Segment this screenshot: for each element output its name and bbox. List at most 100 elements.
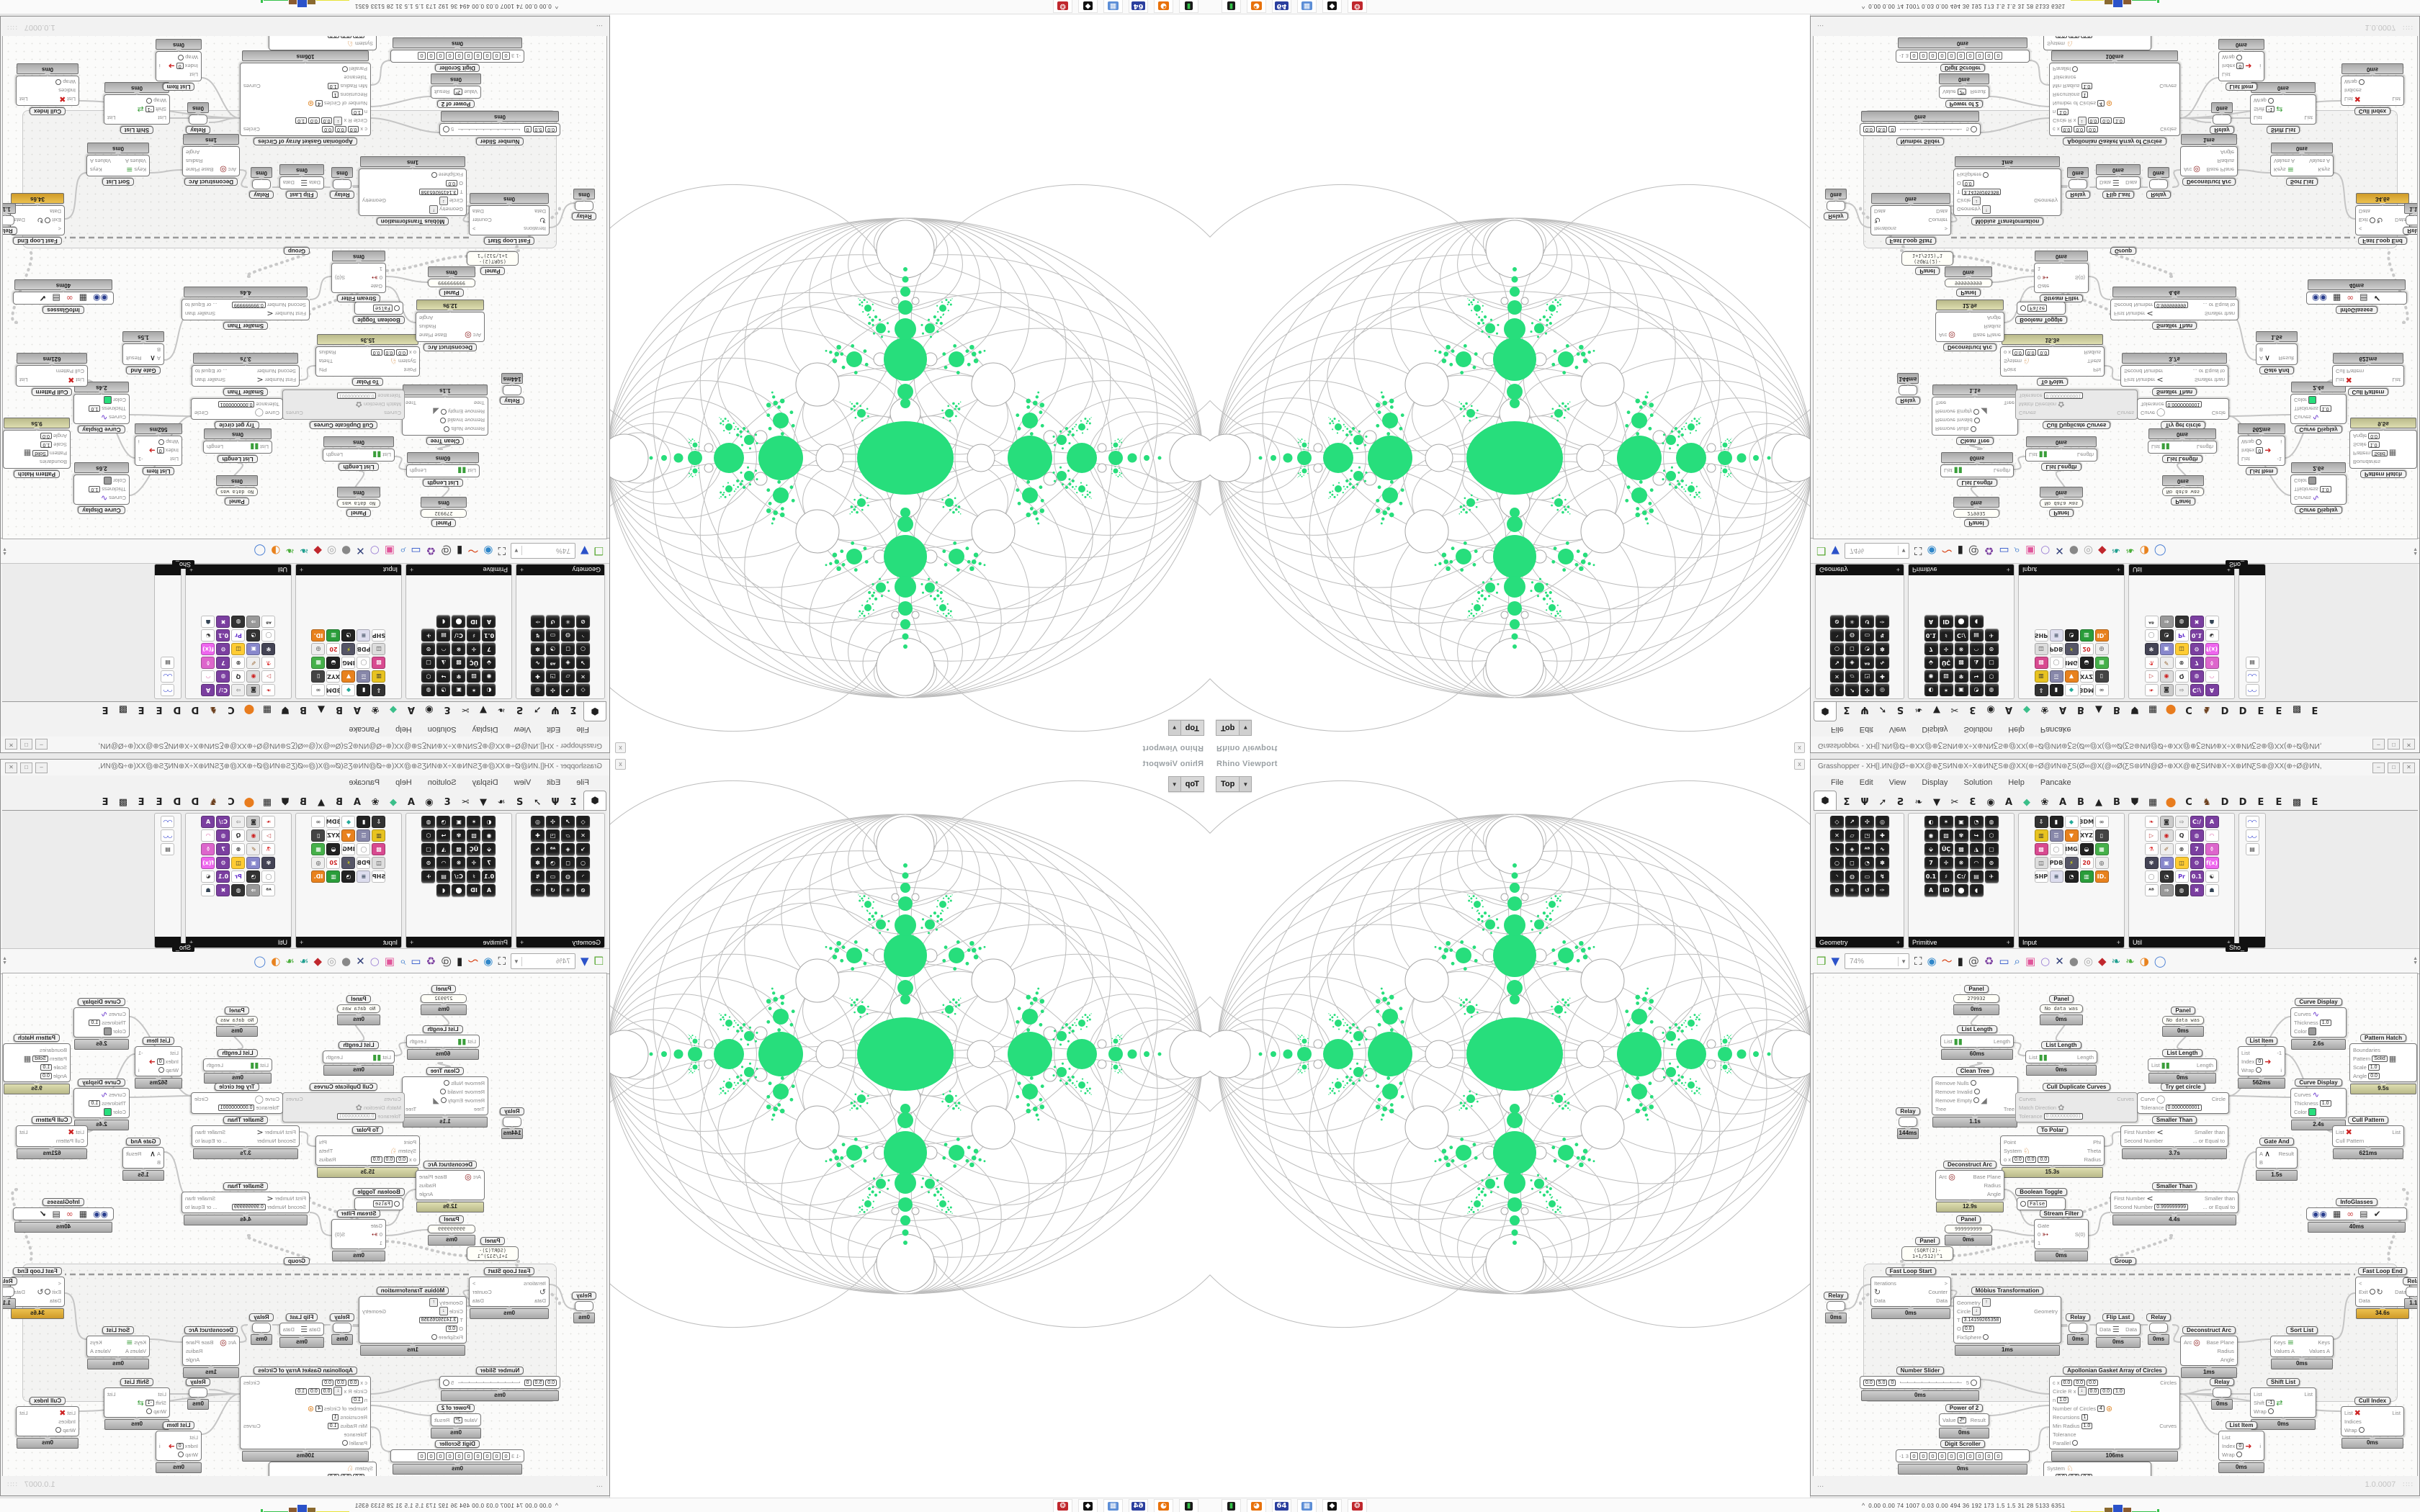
digit-cell[interactable]: 0: [455, 52, 464, 60]
category-tab-24[interactable]: E: [2257, 704, 2264, 716]
gh-node-pattern-hatch[interactable]: Pattern Hatch Boundaries Pattern Solid ▦ Scal…: [3, 418, 71, 478]
value-box[interactable]: 1.0: [89, 405, 101, 413]
palette-icon[interactable]: ◍: [2190, 829, 2204, 842]
gh-node-digit-scroller[interactable]: Digit Scroller -1 3 0 0 0 0 0 0 0 0 0 0 0ms: [390, 37, 524, 72]
value-box[interactable]: 0.0: [2061, 1379, 2073, 1386]
gh-node-node[interactable]: System♘o x0.00.00.0Theta0.0: [2043, 1462, 2151, 1476]
slider-value-box[interactable]: 0: [1888, 126, 1896, 133]
port-graft-icon[interactable]: ↑: [429, 1298, 439, 1307]
palette-icon[interactable]: 0.1: [2190, 870, 2204, 883]
palette-icon[interactable]: ▮: [357, 684, 371, 696]
palette-icon[interactable]: ✾: [261, 857, 276, 869]
palette-icon[interactable]: ▤: [1969, 629, 1984, 642]
menu-item-pancake[interactable]: Pancake: [349, 778, 380, 787]
palette-icon[interactable]: ◉: [246, 829, 261, 842]
palette-icon[interactable]: ◻: [1845, 857, 1859, 869]
gh-node-cull-pattern[interactable]: Cull Pattern List ✖ List Cull Pattern 621ms: [2332, 1116, 2404, 1159]
palette-icon[interactable]: ▦: [311, 657, 326, 669]
palette-icon[interactable]: ◔: [546, 857, 560, 869]
palette-icon[interactable]: f(x): [2205, 857, 2219, 869]
category-tab-16[interactable]: B: [300, 704, 307, 716]
gh-node-to-polar[interactable]: To Polar Point Phi System ♘ Theta o x 0.0 0.0 0.0…: [2000, 334, 2105, 386]
palette-icon[interactable]: ☲: [2049, 670, 2063, 683]
toolbar-icon-10[interactable]: ✕: [356, 954, 365, 968]
category-tab-5[interactable]: ❧: [1914, 796, 1923, 808]
slider-knob[interactable]: [443, 1379, 449, 1386]
palette-icon[interactable]: ✛: [1939, 857, 1953, 869]
palette-icon[interactable]: ⚗: [261, 657, 276, 669]
palette-icon[interactable]: ▤: [2245, 657, 2259, 669]
gh-node-smaller-than[interactable]: Smaller Than First Number < Smaller than Sec…: [182, 1182, 310, 1225]
gh-node-node[interactable]: System♘o x0.00.00.0Theta0.0: [269, 35, 377, 50]
slider-knob[interactable]: [443, 126, 449, 133]
taskbar-app-icon-0[interactable]: ▮: [1222, 1499, 1241, 1512]
chevron-down-icon[interactable]: ▼: [511, 546, 522, 556]
palette-icon[interactable]: A: [2205, 684, 2219, 696]
gh-node-node[interactable]: System♘o x0.00.00.0Theta0.0: [269, 1462, 377, 1477]
palette-icon[interactable]: ⚱: [201, 843, 215, 855]
toolbar-icon-1[interactable]: ◉: [1927, 544, 1937, 558]
gh-node-stream-filter[interactable]: Stream Filter Gate 0 ➳ S(0) 1 0ms: [331, 1210, 386, 1261]
toolbar-icon-1[interactable]: ◉: [483, 544, 493, 558]
palette-icon[interactable]: ✚: [1876, 670, 1889, 683]
palette-icon[interactable]: ⊗: [2174, 657, 2189, 669]
palette-icon[interactable]: ↪: [1969, 829, 1984, 842]
value-box[interactable]: 0.0: [370, 1156, 382, 1163]
palette-icon[interactable]: ✐: [246, 657, 261, 669]
palette-icon[interactable]: ◔: [246, 870, 261, 883]
palette-icon[interactable]: ⊘: [1830, 884, 1844, 896]
grasshopper-titlebar[interactable]: Grasshopper - XH[|.ИN@Ø÷⊕XX@⊕ƸSИN⊕X÷X⊕ИN…: [1811, 760, 2419, 776]
palette-icon[interactable]: ✛: [1939, 643, 1953, 655]
palette-icon[interactable]: ∿: [531, 657, 544, 669]
palette-icon[interactable]: ▤: [2245, 843, 2259, 855]
palette-expand-icon[interactable]: +: [2006, 938, 2010, 946]
palette-icon[interactable]: ✐: [246, 843, 261, 855]
palette-icon[interactable]: 0.1: [482, 870, 496, 883]
value-box[interactable]: 0.00000000001: [336, 1112, 377, 1120]
category-tab-3[interactable]: ➚: [533, 796, 542, 808]
palette-icon[interactable]: ✚: [531, 829, 544, 842]
digit-cell[interactable]: 0: [418, 52, 426, 60]
grasshopper-node-canvas[interactable]: Group Panel 279932 0ms List Length List ▮▮ Leng…: [2, 973, 607, 1477]
gh-node-sort-list[interactable]: Sort List Keys ≡ Keys Values A Values A 0ms: [86, 143, 150, 186]
palette-icon[interactable]: ◫: [231, 857, 246, 869]
value-box[interactable]: 0.0: [2087, 1379, 2098, 1386]
gh-node-panel[interactable]: Panel 279932 0ms: [1953, 497, 1999, 527]
toolbar-icon-14[interactable]: ❧: [2111, 954, 2121, 968]
value-box[interactable]: 0.0: [2100, 1387, 2112, 1395]
palette-icon[interactable]: ⬡: [421, 670, 436, 683]
palette-icon[interactable]: ◝: [576, 870, 590, 883]
palette-icon[interactable]: ◫: [2034, 857, 2048, 869]
panel-value[interactable]: No data was: [2162, 487, 2204, 496]
palette-icon[interactable]: ⇒: [2159, 616, 2174, 628]
gh-node-smaller-than[interactable]: Smaller Than First Number < Smaller than Sec…: [2120, 1116, 2228, 1159]
toolbar-icon-0[interactable]: ⛶: [498, 544, 506, 558]
palette-icon[interactable]: ☗: [201, 884, 215, 896]
palette-icon[interactable]: ↘: [1830, 657, 1844, 669]
value-box[interactable]: 2ᴿ: [454, 1416, 463, 1423]
boolean-port-dot[interactable]: [440, 1097, 447, 1103]
palette-icon[interactable]: ◍: [2190, 670, 2204, 683]
palette-icon[interactable]: ✈: [421, 629, 436, 642]
gh-node-curve-display[interactable]: Curve Display Curves ∿ Thickness 1.0 Color 2.6…: [73, 462, 130, 514]
toolbar-icon-4[interactable]: @: [1968, 544, 1979, 558]
palette-icon[interactable]: ⚗: [261, 843, 276, 855]
palette-icon[interactable]: ▦: [2094, 657, 2109, 669]
category-tab-23[interactable]: D: [173, 796, 182, 808]
palette-icon[interactable]: XYZ: [326, 670, 341, 683]
taskbar-app-icon-2[interactable]: 64: [1272, 1499, 1291, 1512]
palette-icon[interactable]: Pr: [231, 870, 246, 883]
digit-cell[interactable]: 0: [1909, 1452, 1918, 1460]
digit-cell[interactable]: 0: [1975, 52, 1984, 60]
value-box[interactable]: 1: [2081, 1413, 2089, 1421]
category-tab-0[interactable]: ⬢: [583, 791, 606, 810]
toolbar-icon-10[interactable]: ✕: [2055, 954, 2064, 968]
toolbar-icon-4[interactable]: @: [441, 544, 452, 558]
toolbar-icon-8[interactable]: ▣: [2025, 954, 2036, 968]
gh-node-try-get-circle[interactable]: Try get circle Curve ◯ Circle Tolerance 0.000…: [191, 398, 283, 429]
value-box[interactable]: 0.999999999: [231, 302, 266, 309]
palette-icon[interactable]: ◍: [231, 616, 246, 628]
palette-icon[interactable]: ◎: [311, 857, 326, 869]
category-tab-0[interactable]: ⬢: [1814, 791, 1837, 810]
gh-node-relay[interactable]: Relay 144ms: [500, 1107, 524, 1139]
